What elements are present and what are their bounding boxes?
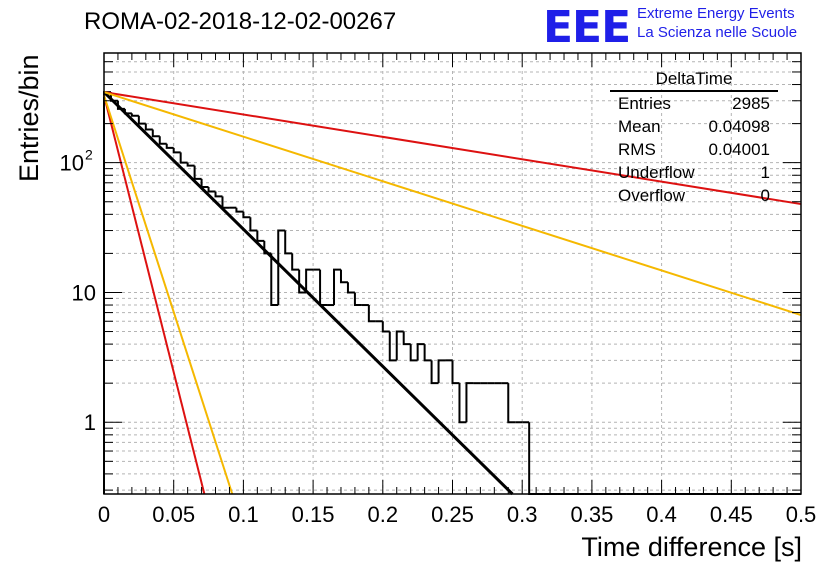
stats-value: 0 <box>760 186 770 205</box>
exponential-fit-line <box>103 91 802 206</box>
histogram-bin <box>465 382 474 423</box>
stats-value: 2985 <box>732 94 770 113</box>
histogram-bin <box>423 344 432 362</box>
histogram-bin <box>437 359 446 384</box>
histogram-bin <box>242 211 251 219</box>
stats-value: 0.04001 <box>708 140 770 159</box>
x-axis-label: Time difference [s] <box>581 532 802 562</box>
x-tick-label: 0.4 <box>646 502 677 527</box>
stats-row: Overflow 0 <box>610 184 778 207</box>
histogram-bin <box>214 191 223 198</box>
histogram-bin <box>430 360 439 385</box>
x-tick-label: 0.05 <box>152 502 195 527</box>
x-tick-label: 0.15 <box>292 502 335 527</box>
logo-line-1: Extreme Energy Events <box>637 5 795 22</box>
histogram-bin <box>179 152 188 164</box>
histogram-bin <box>158 136 167 145</box>
stats-row: Underflow 1 <box>610 161 778 184</box>
histogram-bin <box>235 207 244 213</box>
histogram-bin <box>256 230 265 242</box>
histogram-bin <box>367 305 376 323</box>
exponential-fit-line <box>103 95 206 495</box>
histogram-bin <box>193 165 202 180</box>
histogram-bin <box>333 268 341 306</box>
y-tick-label: 1 <box>84 410 96 435</box>
x-tick-label: 0.2 <box>368 502 399 527</box>
histogram-bin <box>381 321 390 333</box>
histogram-bin <box>291 253 300 271</box>
histogram-bin <box>395 330 404 361</box>
histogram-bin <box>402 331 411 346</box>
histogram-bin <box>270 253 279 307</box>
stats-label: Overflow <box>618 186 686 205</box>
x-tick-label: 0.5 <box>786 502 817 527</box>
x-tick-label: 0.3 <box>507 502 538 527</box>
logo-line-2: La Scienza nelle Scuole <box>637 24 798 41</box>
stats-value: 0.04098 <box>708 117 770 136</box>
histogram-bin <box>416 343 425 361</box>
histogram-bin <box>277 229 286 306</box>
x-tick-label: 0.25 <box>431 502 474 527</box>
histogram-bin <box>172 147 181 154</box>
histogram-bin <box>353 292 362 307</box>
stats-box: DeltaTime Entries 2985 Mean 0.04098 RMS … <box>610 68 778 207</box>
histogram-bin <box>284 230 293 255</box>
histogram-bin <box>298 269 307 294</box>
stats-label: Entries <box>618 94 671 113</box>
x-tick-label: 0.1 <box>228 502 259 527</box>
histogram-bin <box>186 162 195 167</box>
histogram-bin <box>346 282 355 294</box>
stats-value: 1 <box>760 163 770 182</box>
histogram-bin <box>165 143 174 149</box>
y-axis-label: Entries/bin <box>14 54 44 182</box>
histogram-bin <box>103 91 111 494</box>
y-tick-label: 10 <box>72 280 96 305</box>
histogram-bin <box>458 383 467 424</box>
x-tick-label: 0.35 <box>570 502 613 527</box>
exponential-fit-line <box>103 91 802 316</box>
histogram-bin <box>207 186 216 193</box>
stats-row: RMS 0.04001 <box>610 138 778 161</box>
logo-caption: Extreme Energy Events La Scienza nelle S… <box>637 4 797 42</box>
histogram-bin <box>388 331 397 362</box>
exponential-fit-line <box>102 90 514 496</box>
eee-logo: EEE <box>543 2 631 53</box>
axis-ticks <box>103 52 802 494</box>
histogram-bin <box>130 113 139 117</box>
exponential-fit-line <box>103 95 234 495</box>
chart-title: ROMA-02-2018-12-02-00267 <box>84 8 397 35</box>
stats-row: Mean 0.04098 <box>610 115 778 138</box>
axis-tick-labels: 0 0.05 0.1 0.15 0.2 0.25 0.3 0.35 0.4 0.45 0.51101… <box>60 147 817 527</box>
stats-box-title: DeltaTime <box>610 68 778 92</box>
histogram-bin <box>144 123 153 131</box>
stats-label: Mean <box>618 117 661 136</box>
stats-label: RMS <box>618 140 656 159</box>
x-tick-label: 0.45 <box>710 502 753 527</box>
x-tick-label: 0 <box>98 502 110 527</box>
fit-lines <box>102 90 802 496</box>
histogram-bin <box>339 269 348 284</box>
histogram-bin <box>409 344 418 362</box>
y-tick-label: 10 <box>60 151 84 176</box>
histogram-bin <box>151 129 160 138</box>
histogram-bin <box>137 115 146 125</box>
histogram-bin <box>319 269 328 307</box>
histogram-bin <box>305 268 314 293</box>
histogram-bin <box>507 383 516 424</box>
histogram-bin <box>249 217 258 232</box>
histogram-bin <box>528 422 537 495</box>
histogram-bin <box>451 360 460 385</box>
stats-row: Entries 2985 <box>610 92 778 115</box>
y-tick-exponent: 2 <box>85 147 93 163</box>
stats-label: Underflow <box>618 163 695 182</box>
